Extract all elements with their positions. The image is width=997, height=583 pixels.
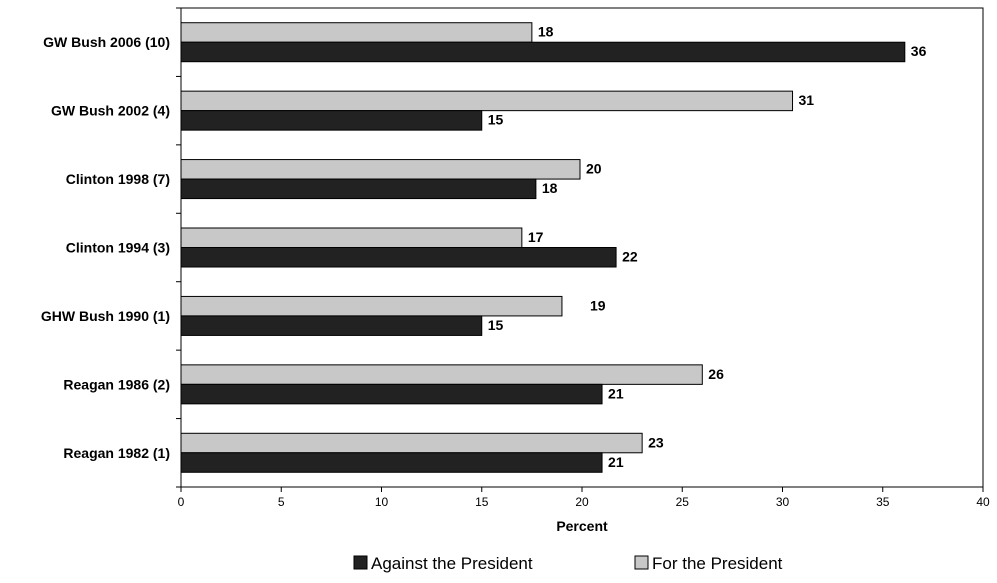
legend-swatch — [353, 555, 368, 570]
for-bar — [180, 22, 533, 43]
bar-value-label: 31 — [799, 92, 815, 108]
for-bar — [180, 159, 581, 180]
bar-value-label: 20 — [586, 161, 602, 177]
x-tick-label: 20 — [575, 495, 589, 509]
against-bar — [180, 452, 603, 473]
bar-value-label: 19 — [590, 297, 606, 313]
bar-value-label: 26 — [708, 366, 724, 382]
bar-value-label: 18 — [538, 24, 554, 40]
category-label: GW Bush 2002 (4) — [51, 103, 170, 119]
bar-value-label: 18 — [542, 180, 558, 196]
against-bar — [180, 315, 483, 336]
bar-value-label: 15 — [488, 317, 504, 333]
bar-value-label: 15 — [488, 112, 504, 128]
x-tick-label: 40 — [976, 495, 990, 509]
for-bar — [180, 90, 794, 112]
bar-value-label: 21 — [608, 454, 624, 470]
x-tick-label: 5 — [278, 495, 285, 509]
x-tick-label: 25 — [676, 495, 690, 509]
against-bar — [180, 110, 483, 131]
x-tick-label: 15 — [475, 495, 489, 509]
legend-label: For the President — [652, 554, 783, 573]
against-bar — [180, 247, 617, 268]
category-label: Clinton 1998 (7) — [66, 171, 170, 187]
for-bar — [180, 227, 523, 248]
x-tick-label: 35 — [876, 495, 890, 509]
against-bar — [180, 178, 537, 200]
x-axis-title: Percent — [556, 518, 608, 534]
x-tick-label: 30 — [776, 495, 790, 509]
x-tick-label: 0 — [178, 495, 185, 509]
category-label: GW Bush 2006 (10) — [43, 34, 170, 50]
legend-label: Against the President — [371, 554, 533, 573]
for-bar — [180, 432, 643, 454]
against-bar — [180, 41, 906, 63]
bar-value-label: 21 — [608, 385, 624, 401]
for-bar — [180, 295, 563, 317]
bar-value-label: 22 — [622, 249, 638, 265]
category-label: GHW Bush 1990 (1) — [41, 308, 170, 324]
category-label: Clinton 1994 (3) — [66, 240, 170, 256]
bar-value-label: 23 — [648, 434, 664, 450]
against-bar — [180, 383, 603, 405]
x-tick-label: 10 — [375, 495, 389, 509]
bar-value-label: 17 — [528, 229, 544, 245]
bar-value-label: 36 — [911, 43, 927, 59]
category-label: Reagan 1982 (1) — [63, 445, 170, 461]
for-bar — [180, 364, 703, 385]
category-label: Reagan 1986 (2) — [63, 376, 170, 392]
legend-swatch — [634, 555, 649, 570]
